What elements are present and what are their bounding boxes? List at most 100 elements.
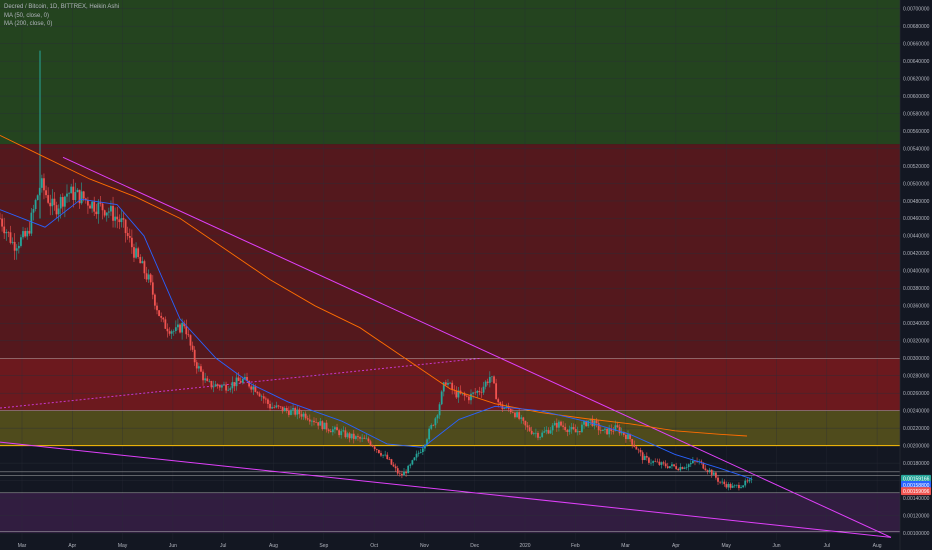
y-tick-label: 0.00600000 [903, 94, 930, 100]
candle-body [593, 420, 596, 426]
candle-body [350, 433, 353, 439]
y-tick-label: 0.00340000 [903, 321, 930, 327]
candle-body [59, 197, 62, 209]
candle-body [174, 327, 177, 331]
candle-body [149, 274, 152, 283]
candle-body [294, 408, 297, 415]
candle-body [354, 436, 357, 439]
candle-body [275, 405, 278, 408]
candle-body [30, 212, 33, 234]
candle-body [601, 429, 604, 431]
y-tick-label: 0.00660000 [903, 41, 930, 47]
candle-body [583, 421, 585, 425]
candle-body [666, 466, 669, 469]
y-tick-label: 0.00380000 [903, 286, 930, 292]
candle-body [708, 469, 711, 472]
candle-body [664, 463, 667, 467]
candle-body [3, 226, 6, 234]
candle-body [82, 191, 85, 199]
candle-body [53, 198, 56, 206]
price-zone [0, 0, 900, 145]
candle-body [746, 480, 749, 482]
candle-body [51, 198, 54, 207]
candle-body [338, 430, 341, 436]
candle-body [271, 407, 274, 409]
candle-body [750, 479, 753, 480]
candle-body [484, 381, 487, 387]
candle-body [112, 205, 114, 221]
candle-body [553, 422, 556, 426]
candle-body [731, 485, 734, 488]
candle-body [392, 464, 395, 467]
candle-body [256, 391, 259, 394]
candle-body [369, 441, 372, 446]
candle-body [654, 461, 657, 462]
ma200-line [0, 134, 748, 437]
candle-body [449, 382, 451, 384]
candle-body [710, 469, 713, 475]
candle-body [122, 218, 125, 220]
candle-body [723, 481, 726, 485]
candle-body [650, 462, 652, 464]
candle-body [509, 408, 512, 413]
candle-body [210, 381, 213, 388]
candle-body [269, 403, 271, 409]
candle-body [254, 386, 257, 392]
candle-body [352, 433, 355, 439]
candle-body [465, 395, 468, 397]
candle-body [290, 409, 292, 415]
candle-body [321, 421, 324, 430]
candle-body [17, 245, 20, 249]
x-tick-label: Aug [873, 543, 882, 549]
candle-body [302, 413, 305, 417]
candle-body [675, 466, 678, 469]
candle-body [526, 425, 529, 428]
candle-body [327, 429, 330, 432]
candle-body [625, 434, 627, 440]
candle-body [394, 466, 397, 469]
price-badge-bg [901, 474, 931, 483]
y-tick-label: 0.00480000 [903, 199, 930, 205]
candle-body [608, 428, 611, 435]
candle-body [252, 386, 255, 390]
candle-body [622, 431, 625, 435]
candle-body [503, 408, 506, 410]
candle-body [386, 454, 389, 460]
candle-body [241, 378, 244, 383]
candle-body [671, 464, 673, 467]
candle-body [514, 412, 516, 418]
candle-body [384, 454, 387, 456]
candle-body [55, 205, 58, 215]
candle-body [128, 236, 131, 238]
candle-body [197, 366, 200, 369]
candle-body [365, 438, 368, 440]
candle-body [627, 434, 629, 440]
candle-body [195, 362, 198, 369]
candle-body [250, 386, 253, 390]
candle-body [11, 241, 14, 243]
candle-body [660, 462, 663, 465]
candle-body [258, 393, 261, 397]
candle-body [216, 384, 219, 386]
candle-body [377, 449, 380, 454]
candle-body [518, 412, 521, 419]
candle-body [139, 256, 142, 264]
trendline [0, 357, 482, 409]
candle-body [373, 446, 376, 450]
trendline [62, 156, 892, 538]
candle-body [28, 230, 31, 234]
candle-body [645, 456, 648, 458]
candle-body [304, 413, 307, 419]
candle-body [700, 461, 703, 463]
y-tick-label: 0.00680000 [903, 24, 930, 30]
candle-body [570, 427, 573, 430]
candle-body [317, 422, 320, 426]
candle-body [99, 202, 102, 204]
x-tick-label: 2020 [519, 543, 530, 549]
candle-body [618, 427, 621, 434]
candle-body [105, 212, 108, 216]
candle-body [631, 439, 634, 445]
candle-body [472, 392, 474, 394]
candle-body [447, 382, 449, 385]
